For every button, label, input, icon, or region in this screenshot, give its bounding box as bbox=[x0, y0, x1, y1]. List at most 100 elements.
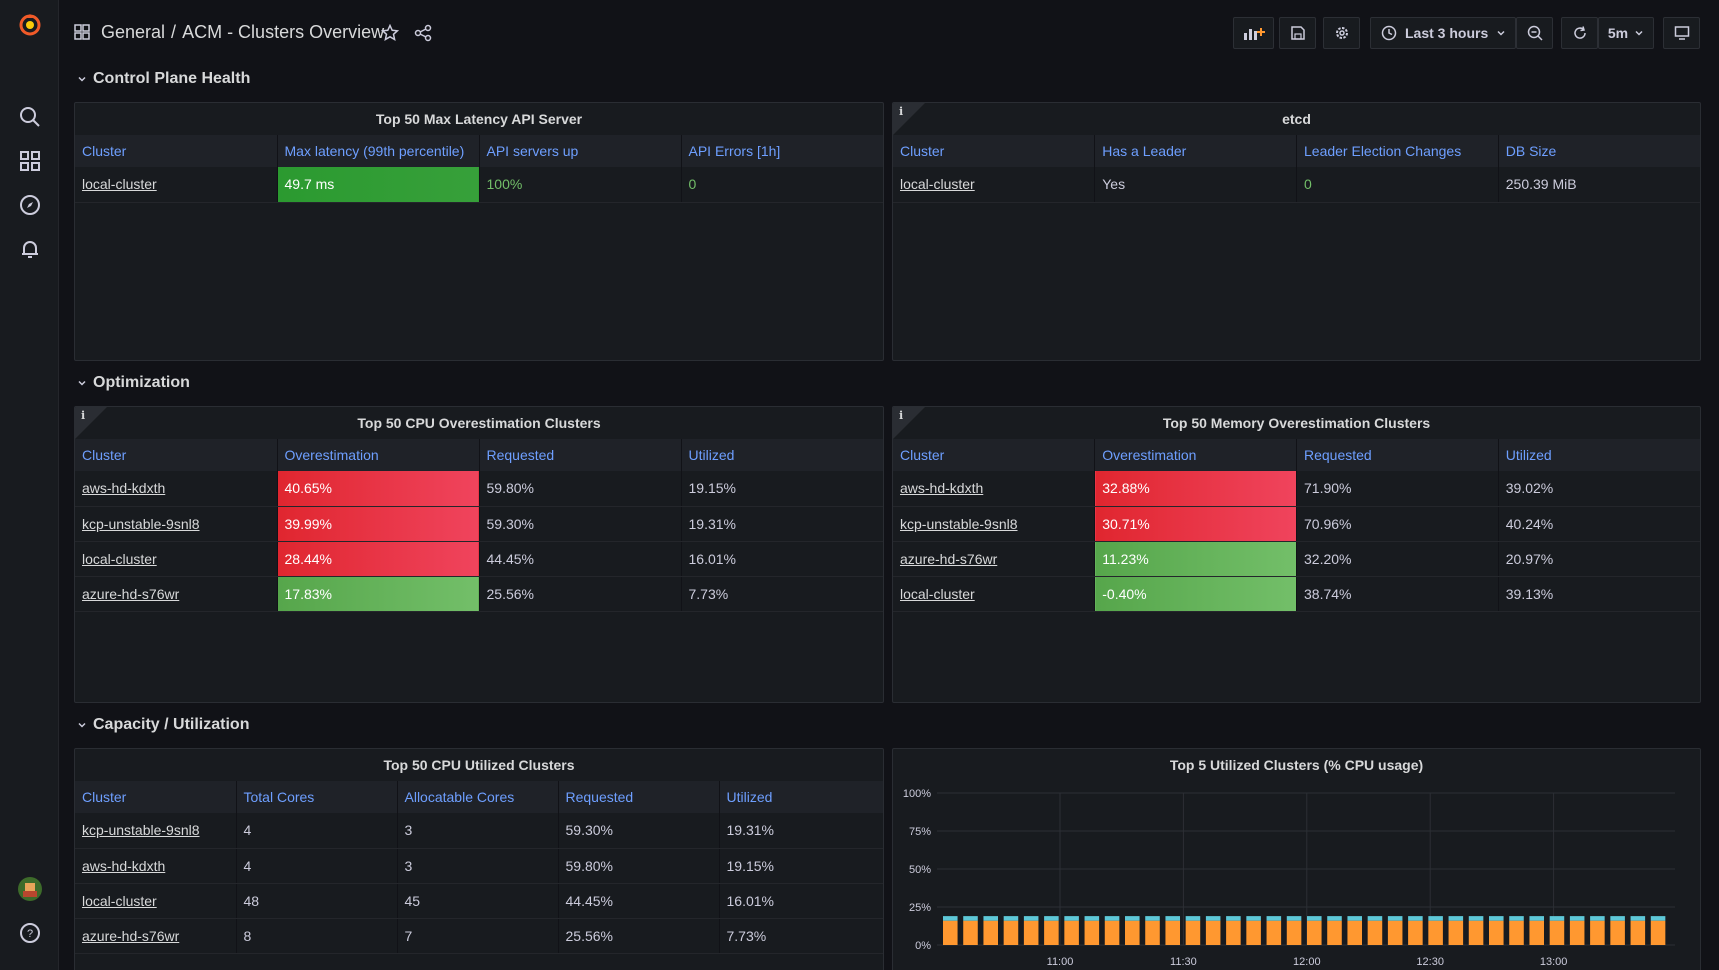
cluster-cell[interactable]: aws-hd-kdxth bbox=[75, 471, 278, 507]
save-dashboard-button[interactable] bbox=[1279, 17, 1316, 49]
column-header[interactable]: Requested bbox=[558, 781, 720, 813]
panel-title[interactable]: Top 50 CPU Utilized Clusters bbox=[383, 757, 575, 773]
column-header[interactable]: Cluster bbox=[75, 135, 278, 167]
cluster-link[interactable]: kcp-unstable-9snl8 bbox=[82, 515, 200, 532]
dashboards-icon[interactable] bbox=[17, 148, 43, 174]
cluster-link[interactable]: aws-hd-kdxth bbox=[82, 480, 166, 497]
utilized-cell: 7.73% bbox=[681, 576, 883, 612]
column-header[interactable]: Utilized bbox=[681, 439, 883, 471]
table-row: local-cluster 49.7 ms 100% 0 bbox=[75, 167, 883, 203]
cluster-link[interactable]: azure-hd-s76wr bbox=[900, 550, 998, 567]
requested-cell: 25.56% bbox=[479, 576, 682, 612]
refresh-button[interactable] bbox=[1561, 17, 1598, 49]
cpu-usage-chart[interactable]: 100% 75% 50% 25% 0% 11:00 11:30 12:00 12:30 13:00 bbox=[893, 781, 1701, 970]
column-header[interactable]: API Errors [1h] bbox=[681, 135, 883, 167]
help-icon[interactable]: ? bbox=[17, 920, 43, 946]
share-icon[interactable] bbox=[414, 24, 432, 47]
column-header[interactable]: Requested bbox=[479, 439, 682, 471]
cluster-cell[interactable]: azure-hd-s76wr bbox=[75, 918, 237, 954]
panel-title[interactable]: Top 5 Utilized Clusters (% CPU usage) bbox=[1169, 757, 1424, 773]
cluster-cell[interactable]: local-cluster bbox=[75, 167, 278, 203]
column-header[interactable]: Requested bbox=[1296, 439, 1499, 471]
top-navbar: General / ACM - Clusters Overview Last 3 h… bbox=[59, 0, 1719, 66]
panel-info-corner[interactable]: i bbox=[75, 407, 107, 439]
dashboard-settings-button[interactable] bbox=[1323, 17, 1360, 49]
cluster-cell[interactable]: local-cluster bbox=[75, 541, 278, 577]
breadcrumb-folder[interactable]: General bbox=[101, 22, 166, 42]
cluster-link[interactable]: aws-hd-kdxth bbox=[900, 480, 984, 497]
cluster-cell[interactable]: azure-hd-s76wr bbox=[893, 541, 1096, 577]
cluster-link[interactable]: kcp-unstable-9snl8 bbox=[900, 515, 1018, 532]
grafana-logo-icon[interactable] bbox=[17, 12, 43, 38]
panel-title[interactable]: etcd bbox=[1282, 111, 1311, 127]
column-header[interactable]: Allocatable Cores bbox=[397, 781, 559, 813]
panel-title[interactable]: Top 50 Memory Overestimation Clusters bbox=[1162, 415, 1431, 431]
cluster-cell[interactable]: kcp-unstable-9snl8 bbox=[893, 506, 1096, 542]
column-header[interactable]: DB Size bbox=[1498, 135, 1700, 167]
utilized-cell: 7.73% bbox=[719, 918, 883, 954]
column-header[interactable]: Overestimation bbox=[1094, 439, 1297, 471]
alerting-bell-icon[interactable] bbox=[17, 236, 43, 262]
panel-cpu-overestimation: i Top 50 CPU Overestimation Clusters Clu… bbox=[74, 406, 884, 703]
cluster-cell[interactable]: kcp-unstable-9snl8 bbox=[75, 813, 237, 849]
dashboard-title[interactable]: ACM - Clusters Overview bbox=[182, 22, 385, 42]
row-optimization[interactable]: Optimization bbox=[77, 374, 190, 392]
panel-title[interactable]: Top 50 Max Latency API Server bbox=[375, 111, 583, 127]
column-header[interactable]: Has a Leader bbox=[1094, 135, 1297, 167]
cluster-link[interactable]: local-cluster bbox=[82, 550, 157, 567]
column-header[interactable]: Total Cores bbox=[236, 781, 398, 813]
column-header[interactable]: Utilized bbox=[719, 781, 883, 813]
cluster-cell[interactable]: aws-hd-kdxth bbox=[893, 471, 1096, 507]
column-header[interactable]: Cluster bbox=[75, 439, 278, 471]
cluster-cell[interactable]: local-cluster bbox=[75, 883, 237, 919]
requested-cell: 32.20% bbox=[1296, 541, 1499, 577]
panel-title[interactable]: Top 50 CPU Overestimation Clusters bbox=[357, 415, 601, 431]
add-panel-button[interactable] bbox=[1233, 17, 1274, 49]
leader-changes-cell: 0 bbox=[1296, 167, 1499, 203]
row-capacity-utilization[interactable]: Capacity / Utilization bbox=[77, 716, 249, 734]
column-header[interactable]: Cluster bbox=[893, 135, 1096, 167]
column-header[interactable]: Utilized bbox=[1498, 439, 1700, 471]
y-tick-label: 50% bbox=[909, 864, 931, 876]
cluster-link[interactable]: aws-hd-kdxth bbox=[82, 857, 166, 874]
column-header[interactable]: Leader Election Changes bbox=[1296, 135, 1499, 167]
cluster-cell[interactable]: kcp-unstable-9snl8 bbox=[75, 506, 278, 542]
bar-segment-orange bbox=[1185, 920, 1201, 945]
cpu-utilized-table: Cluster Total Cores Allocatable Cores Re… bbox=[75, 781, 883, 954]
panel-info-corner[interactable]: i bbox=[893, 407, 925, 439]
requested-cell: 59.80% bbox=[479, 471, 682, 507]
row-control-plane-health[interactable]: Control Plane Health bbox=[77, 70, 250, 88]
cluster-link[interactable]: local-cluster bbox=[900, 176, 975, 193]
zoom-out-icon bbox=[1527, 25, 1543, 41]
bar-segment-orange bbox=[1468, 920, 1484, 945]
explore-compass-icon[interactable] bbox=[17, 192, 43, 218]
cluster-link[interactable]: kcp-unstable-9snl8 bbox=[82, 822, 200, 839]
zoom-out-button[interactable] bbox=[1516, 17, 1553, 49]
cluster-cell[interactable]: local-cluster bbox=[893, 576, 1096, 612]
bar-segment-orange bbox=[1246, 920, 1261, 945]
cluster-link[interactable]: local-cluster bbox=[900, 585, 975, 602]
cluster-cell[interactable]: aws-hd-kdxth bbox=[75, 848, 237, 884]
total-cores-cell: 4 bbox=[236, 848, 398, 884]
column-header[interactable]: API servers up bbox=[479, 135, 682, 167]
cluster-link[interactable]: local-cluster bbox=[82, 892, 157, 909]
search-icon[interactable] bbox=[17, 104, 43, 130]
column-header[interactable]: Cluster bbox=[893, 439, 1096, 471]
column-header[interactable]: Cluster bbox=[75, 781, 237, 813]
panel-info-corner[interactable]: i bbox=[893, 103, 925, 135]
bar-segment-cyan bbox=[1145, 916, 1160, 921]
column-header[interactable]: Max latency (99th percentile) bbox=[277, 135, 480, 167]
cluster-link[interactable]: local-cluster bbox=[82, 176, 157, 193]
user-avatar[interactable] bbox=[17, 876, 43, 902]
tv-mode-button[interactable] bbox=[1663, 17, 1700, 49]
overestimation-cell: 32.88% bbox=[1094, 471, 1297, 507]
star-icon[interactable] bbox=[380, 23, 400, 47]
cluster-cell[interactable]: azure-hd-s76wr bbox=[75, 576, 278, 612]
refresh-interval-picker[interactable]: 5m bbox=[1598, 17, 1654, 49]
cluster-link[interactable]: azure-hd-s76wr bbox=[82, 927, 180, 944]
time-range-picker[interactable]: Last 3 hours bbox=[1370, 17, 1516, 49]
cluster-cell[interactable]: local-cluster bbox=[893, 167, 1096, 203]
column-header[interactable]: Overestimation bbox=[277, 439, 480, 471]
requested-cell: 25.56% bbox=[558, 918, 720, 954]
cluster-link[interactable]: azure-hd-s76wr bbox=[82, 585, 180, 602]
